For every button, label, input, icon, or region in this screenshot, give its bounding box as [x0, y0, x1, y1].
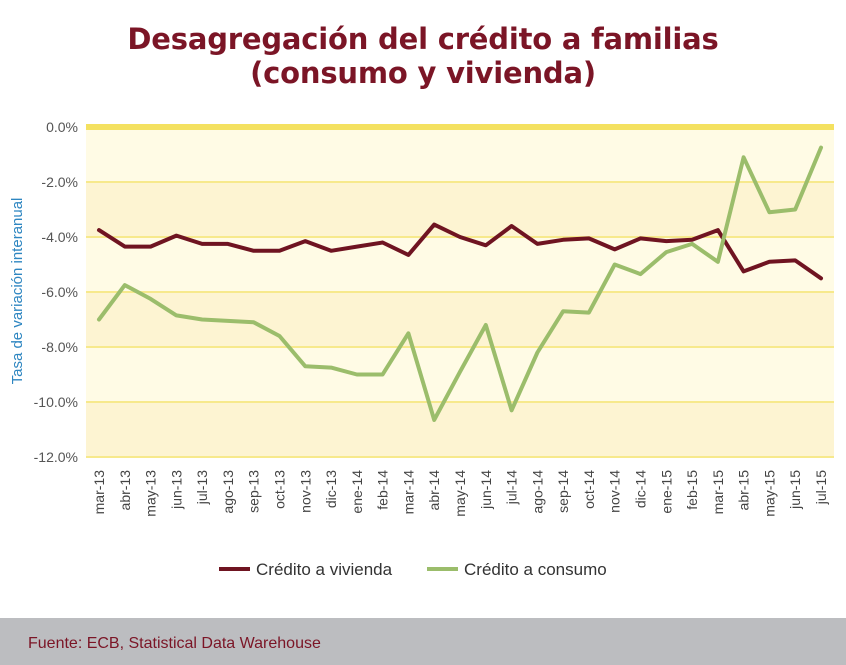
plot-band [86, 237, 834, 292]
x-tick-label: abr-14 [426, 470, 442, 511]
x-tick-label: feb-14 [375, 470, 391, 510]
y-tick-label: -2.0% [41, 174, 78, 190]
x-tick-label: dic-14 [633, 470, 649, 508]
x-tick-label: mar-15 [710, 470, 726, 515]
chart-title: Desagregación del crédito a familias (co… [0, 22, 846, 90]
x-tick-label: jul-13 [194, 470, 210, 505]
x-tick-label: may-15 [761, 470, 777, 517]
x-axis-tick-labels: mar-13 abr-13 may-13 jun-13 jul-13 ago-13 sep-… [91, 470, 829, 517]
x-tick-label: ago-14 [529, 470, 545, 514]
y-tick-label: -4.0% [41, 229, 78, 245]
legend-label-vivienda: Crédito a vivienda [256, 560, 393, 579]
footer: Fuente: ECB, Statistical Data Warehouse [0, 618, 846, 665]
y-axis-label: Tasa de variación interanual [9, 198, 26, 385]
x-tick-label: jul-14 [504, 470, 520, 505]
y-tick-label: -6.0% [41, 284, 78, 300]
chart-title-line2: (consumo y vivienda) [250, 56, 596, 90]
plot-band [86, 127, 834, 182]
x-tick-label: abr-15 [736, 470, 752, 511]
x-tick-label: jun-13 [168, 470, 184, 510]
x-tick-label: jul-15 [813, 470, 829, 505]
x-tick-label: mar-13 [91, 470, 107, 515]
x-tick-label: ago-13 [220, 470, 236, 514]
plot-background-bands [86, 127, 834, 457]
x-tick-label: mar-14 [400, 470, 416, 515]
x-tick-label: dic-13 [323, 470, 339, 508]
series-line-consumo [97, 145, 823, 422]
source-text: Fuente: ECB, Statistical Data Warehouse [28, 635, 321, 652]
y-tick-label: -8.0% [41, 339, 78, 355]
legend-label-consumo: Crédito a consumo [464, 560, 607, 579]
plot-band [86, 182, 834, 237]
plot-band [86, 402, 834, 457]
x-tick-label: oct-13 [272, 470, 288, 509]
x-tick-label: may-13 [143, 470, 159, 517]
x-tick-label: sep-13 [246, 470, 262, 513]
chart-title-line1: Desagregación del crédito a familias [127, 22, 719, 56]
x-tick-label: oct-14 [581, 470, 597, 509]
series-lines [97, 145, 823, 422]
x-tick-label: ene-15 [658, 470, 674, 514]
x-tick-label: sep-14 [555, 470, 571, 513]
legend: Crédito a vivienda Crédito a consumo [219, 560, 607, 579]
line-chart: 0.0% -2.0% -4.0% -6.0% -8.0% -10.0% -12.0% mar… [9, 119, 834, 579]
x-tick-label: nov-14 [607, 470, 623, 513]
y-axis-tick-labels: 0.0% -2.0% -4.0% -6.0% -8.0% -10.0% -12.0% [34, 119, 78, 465]
x-tick-label: jun-14 [478, 470, 494, 510]
x-tick-label: nov-13 [297, 470, 313, 513]
y-tick-label: 0.0% [46, 119, 78, 135]
x-tick-label: abr-13 [117, 470, 133, 511]
x-tick-label: ene-14 [349, 470, 365, 514]
y-tick-label: -12.0% [34, 449, 78, 465]
x-tick-label: jun-15 [787, 470, 803, 510]
x-tick-label: feb-15 [684, 470, 700, 510]
series-line-vivienda [97, 222, 823, 281]
y-tick-label: -10.0% [34, 394, 78, 410]
x-tick-label: may-14 [452, 470, 468, 517]
